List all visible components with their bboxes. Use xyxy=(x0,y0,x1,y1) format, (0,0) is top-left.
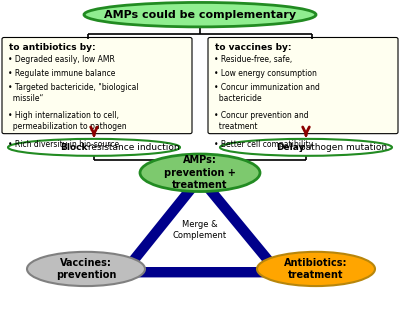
Text: • Rich diversity in bio-source: • Rich diversity in bio-source xyxy=(8,140,119,149)
Text: resistance induction: resistance induction xyxy=(85,143,180,152)
FancyBboxPatch shape xyxy=(208,37,398,134)
Text: • Degraded easily, low AMR: • Degraded easily, low AMR xyxy=(8,55,115,65)
Text: • Targeted bactericide, "biological
  missile“: • Targeted bactericide, "biological miss… xyxy=(8,83,139,103)
Text: • Low energy consumption: • Low energy consumption xyxy=(214,69,317,79)
Ellipse shape xyxy=(220,139,392,156)
Text: Merge &
Complement: Merge & Complement xyxy=(173,220,227,240)
Text: Vaccines:
prevention: Vaccines: prevention xyxy=(56,258,116,280)
Text: to antibiotics by:: to antibiotics by: xyxy=(9,43,96,52)
Text: • High internalization to cell,
  permeabilization to pathogen: • High internalization to cell, permeabi… xyxy=(8,111,127,131)
Text: to vaccines by:: to vaccines by: xyxy=(215,43,291,52)
Ellipse shape xyxy=(257,252,375,286)
Text: • Better cell compatibility: • Better cell compatibility xyxy=(214,140,313,149)
Ellipse shape xyxy=(140,154,260,192)
Text: • Concur immunization and
  bactericide: • Concur immunization and bactericide xyxy=(214,83,320,103)
Text: Delay: Delay xyxy=(276,143,304,152)
Text: • Regulate immune balance: • Regulate immune balance xyxy=(8,69,115,79)
Text: • Residue-free, safe,: • Residue-free, safe, xyxy=(214,55,292,65)
Ellipse shape xyxy=(8,139,180,156)
Text: AMPs:
prevention +
treatment: AMPs: prevention + treatment xyxy=(164,156,236,190)
Ellipse shape xyxy=(27,252,145,286)
Text: pathogen mutation: pathogen mutation xyxy=(297,143,387,152)
Ellipse shape xyxy=(84,2,316,27)
Text: Block: Block xyxy=(60,143,88,152)
Text: • Concur prevention and
  treatment: • Concur prevention and treatment xyxy=(214,111,309,131)
FancyBboxPatch shape xyxy=(2,37,192,134)
Text: AMPs could be complementary: AMPs could be complementary xyxy=(104,10,296,20)
Text: Antibiotics:
treatment: Antibiotics: treatment xyxy=(284,258,348,280)
